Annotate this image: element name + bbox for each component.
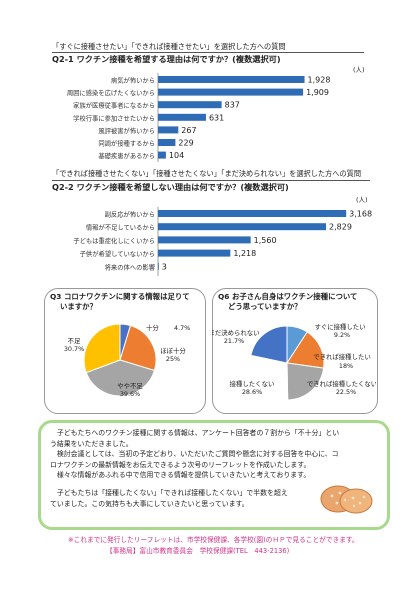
q3-slice-label: 不足 bbox=[68, 337, 81, 345]
q2-1-category-label: 学校行事に参加させたいから bbox=[73, 113, 155, 122]
q2-1-condition: 「すぐに接種させたい」「できれば接種させたい」を選択した方への質問 bbox=[52, 42, 286, 51]
q6-slice-value: 22.5% bbox=[336, 388, 356, 396]
q2-1-category-label: 同調が接種するから bbox=[98, 139, 155, 148]
footer-note: ※これまでに発行したリーフレットは、市学校保健課、各学校(園)のＨＰで見ることが… bbox=[68, 536, 359, 544]
q3-slice-value: 30.7% bbox=[64, 345, 84, 353]
q2-2-category-label: 副反応が怖いから bbox=[105, 210, 155, 219]
footer-contact: 【事務局】富山市教育委員会 学校保健課(TEL 443-2136) bbox=[106, 547, 290, 555]
q2-1-unit: (人) bbox=[353, 66, 365, 74]
q2-2-value-label: 1,218 bbox=[233, 249, 256, 258]
q2-2-bar bbox=[158, 223, 327, 231]
q3-slice-label: やや不足 bbox=[117, 382, 143, 390]
q6-slice-label: できれば接種したい bbox=[313, 352, 371, 361]
q6-slice bbox=[286, 362, 325, 401]
q3-slice-value: 25% bbox=[166, 355, 180, 363]
q2-1-value-label: 631 bbox=[209, 113, 224, 122]
q2-1-value-label: 104 bbox=[169, 151, 184, 160]
q6-slice bbox=[286, 331, 325, 369]
q2-2-question: Q2-2 ワクチン接種を希望しない理由は何ですか？(複数選択可) bbox=[52, 182, 289, 192]
q2-1-value-label: 837 bbox=[225, 101, 240, 110]
q3-slice-value: 39.6% bbox=[120, 390, 140, 398]
q3-slice-value: 4.7% bbox=[174, 324, 190, 332]
q6-slice-label: 接種したくない bbox=[230, 379, 275, 388]
bread-illustration bbox=[320, 485, 373, 514]
q3-slice bbox=[85, 359, 156, 397]
q6-slice bbox=[249, 354, 289, 401]
message-paragraph-1: 子どもたちへのワクチン接種に関する情報は、アンケート回答者の７割から「不十分」と… bbox=[50, 429, 340, 480]
q2-2-bar bbox=[158, 236, 251, 244]
q2-1-bar bbox=[158, 113, 206, 121]
q2-1-category-label: 病気が怖いから bbox=[111, 76, 155, 85]
q2-1-bar-chart: 病気が怖いから 1,928 周囲に感染を広げたくないから 1,909 家族が医療従事者に… bbox=[67, 73, 331, 162]
q2-2-bar-chart: 副反応が怖いから 3,168 情報が不足しているから 2,829 子どもは重症化しにくい… bbox=[73, 207, 372, 276]
q2-2-value-label: 1,560 bbox=[254, 236, 277, 245]
q6-title: Q6 お子さん自身はワクチン接種について どう思っていますか？ bbox=[218, 292, 358, 311]
q2-2-value-label: 3 bbox=[162, 262, 167, 271]
q2-1-bar bbox=[158, 139, 176, 146]
q2-2-category-label: 子供が希望していないから bbox=[80, 249, 155, 258]
q2-2-category-label: 情報が不足しているから bbox=[86, 223, 155, 232]
q6-slice-label: まだ決められない bbox=[212, 328, 260, 337]
q3-slice-label: ほぼ十分 bbox=[160, 346, 186, 355]
q6-slice-label: できれば接種したくない bbox=[307, 379, 376, 388]
q2-1-bar bbox=[158, 126, 179, 134]
q2-1-value-label: 1,928 bbox=[308, 76, 331, 85]
q2-1-bar bbox=[158, 76, 305, 83]
q3-slice bbox=[119, 324, 157, 372]
q2-1-value-label: 229 bbox=[178, 139, 193, 148]
q2-1-value-label: 1,909 bbox=[306, 88, 329, 97]
message-box bbox=[38, 420, 390, 530]
q2-2-bar bbox=[158, 262, 159, 270]
q6-slice-label: すぐに接種したい bbox=[314, 322, 365, 331]
q2-1-question: Q2-1 ワクチン接種を希望する理由は何ですか？(複数選択可) bbox=[52, 54, 281, 64]
q3-slice bbox=[83, 323, 121, 374]
q2-2-value-label: 3,168 bbox=[349, 210, 372, 219]
q2-1-category-label: 基礎疾患があるから bbox=[98, 151, 155, 160]
message-paragraph-2: 子どもたちは「接種したくない」「できれば接種したくない」で半数を超え ていました… bbox=[50, 489, 288, 508]
q2-2-condition: 「できれば接種させたくない」「接種させたくない」「まだ決められない」を選択した方… bbox=[52, 169, 362, 178]
q2-1-category-label: 風評被害が怖いから bbox=[98, 126, 155, 135]
q2-2-bar bbox=[158, 249, 231, 257]
q3-slice-label: 十分 bbox=[146, 323, 159, 332]
q2-1-category-label: 周囲に感染を広げたくないから bbox=[67, 88, 155, 97]
q2-1-value-label: 267 bbox=[181, 126, 196, 135]
q2-1-bar bbox=[158, 101, 222, 109]
q6-slice-value: 21.7% bbox=[224, 337, 244, 345]
q2-1-bar bbox=[158, 151, 166, 159]
q6-slice-value: 18% bbox=[339, 362, 353, 370]
q2-2-value-label: 2,829 bbox=[329, 223, 352, 232]
q2-2-category-label: 将来の体への影響 bbox=[105, 262, 156, 271]
q6-slice bbox=[250, 325, 288, 364]
q2-1-bar bbox=[158, 88, 304, 96]
q2-2-unit: (人) bbox=[356, 196, 368, 204]
q6-slice-value: 28.6% bbox=[242, 388, 262, 396]
q6-slice-value: 9.2% bbox=[334, 331, 350, 339]
q2-2-category-label: 子どもは重症化しにくいから bbox=[73, 236, 155, 245]
q2-2-bar bbox=[158, 210, 347, 217]
q3-title: Q3 コロナワクチンに関する情報は足りて いますか？ bbox=[50, 292, 190, 311]
q2-1-category-label: 家族が医療従事者になるから bbox=[73, 101, 155, 110]
